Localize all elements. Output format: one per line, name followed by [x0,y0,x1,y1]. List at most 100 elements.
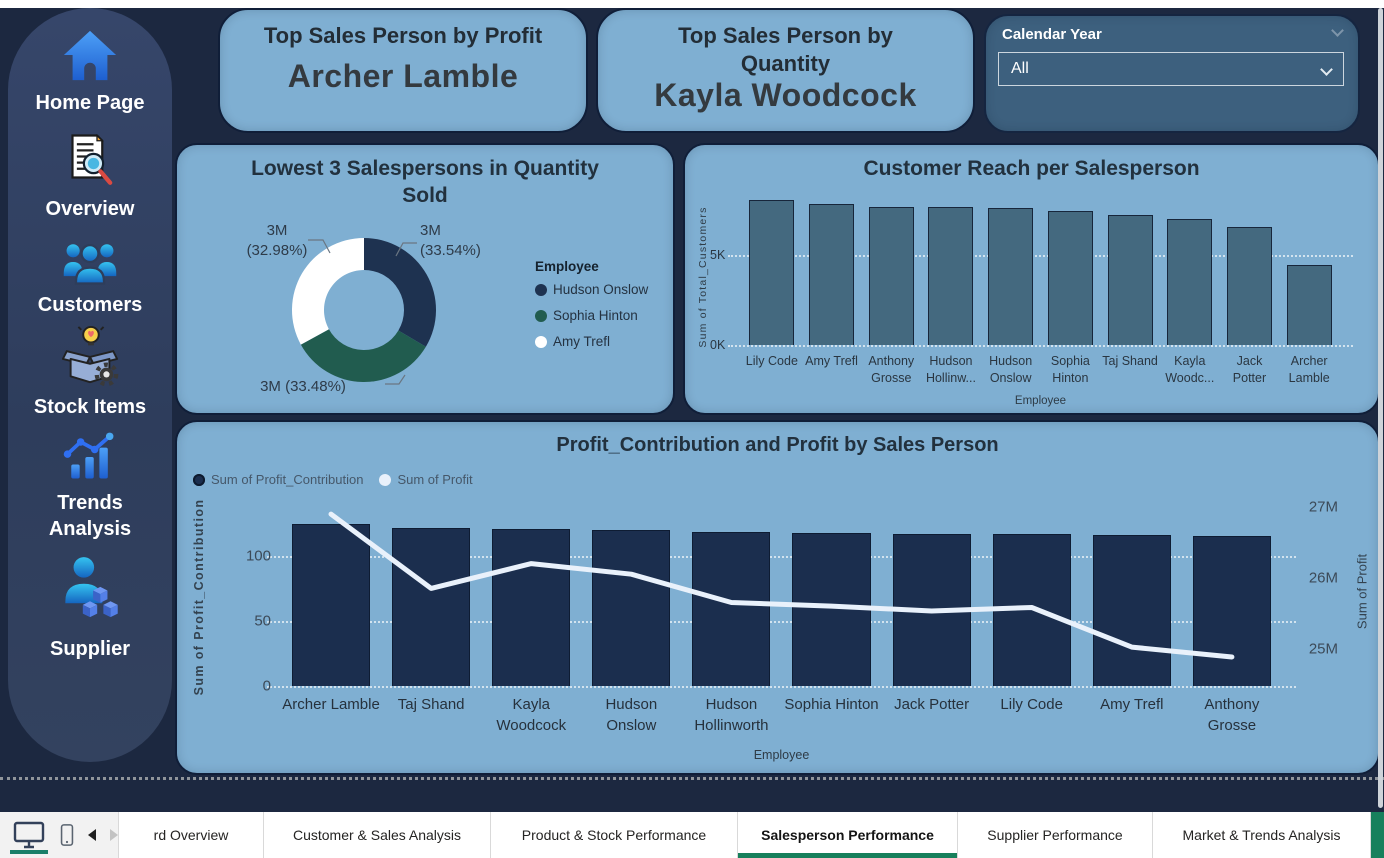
x-category-label: Kayla Woodc... [1165,354,1215,385]
legend-dot [535,283,547,296]
y-tick-label: 0K [710,338,726,352]
bar-lily-code[interactable] [749,199,795,345]
bar-amy-trefl[interactable] [809,204,855,345]
sidebar-item-label: Home Page [35,92,145,114]
bar-anthony-grosse[interactable] [868,206,914,345]
bar-hudson-hollinworth[interactable] [692,531,771,686]
cube [93,586,108,603]
bar-taj-shand[interactable] [392,528,471,686]
donut-slice-amy-trefl[interactable] [291,238,364,345]
x-category-label: Hudson Onslow [989,354,1033,385]
sidebar-item-home-page[interactable]: Home Page [35,26,145,116]
combo-right-axis-label: Sum of Profit [1354,553,1370,630]
tab-product-stock-performance[interactable]: Product & Stock Performance [490,812,737,858]
cube [103,601,118,618]
kpi-title: Top Sales Person by Quantity [678,23,893,76]
vertical-scrollbar[interactable] [1378,8,1383,808]
kpi-title: Top Sales Person by Profit [263,23,543,48]
x-category-label: Amy Trefl [1100,696,1164,713]
reach-plot-area: 0K 5K [710,197,1353,352]
profit-combo-chart-card: Profit_Contribution and Profit by Sales … [175,420,1380,775]
profit-line-series[interactable] [281,507,1282,686]
slicer-label: Calendar Year [1002,26,1102,43]
combo-legend: Sum of Profit_Contribution Sum of Profit [193,472,473,487]
bar-column [1220,197,1280,345]
bar-sophia-hinton[interactable] [1047,211,1093,345]
desktop-monitor-icon [13,821,45,849]
bar-column [1279,197,1339,345]
x-category-label: Lily Code [745,354,798,368]
bar-column [1160,197,1220,345]
x-category-label: Taj Shand [1102,354,1158,368]
bar-hudson-hollinw-[interactable] [928,207,974,345]
chevron-down-icon[interactable] [1331,24,1344,37]
reach-y-axis-label: Sum of Total_Customers [697,206,709,348]
x-category-label: Anthony Grosse [1204,696,1260,734]
customer-reach-chart-card: Customer Reach per Salesperson Sum of To… [683,143,1380,415]
tab-salesperson-performance[interactable]: Salesperson Performance [737,812,957,858]
combo-plot-area: 0 50 100 25M 26M 27M [246,499,1338,695]
legend-item-profit-contribution[interactable]: Sum of Profit_Contribution [193,472,363,487]
combo-chart-title: Profit_Contribution and Profit by Sales … [556,434,999,456]
tab-market-trends-analysis[interactable]: Market & Trends Analysis [1152,812,1370,858]
legend-item-amy-trefl[interactable]: Amy Trefl [535,334,648,349]
bar-kayla-woodc-[interactable] [1167,219,1213,345]
gridline [728,345,1353,347]
sidebar-item-overview[interactable]: Overview [45,130,135,222]
tab-supplier-performance[interactable]: Supplier Performance [957,812,1152,858]
legend-item-sophia-hinton[interactable]: Sophia Hinton [535,308,648,323]
legend-title: Employee [535,259,599,274]
bar-taj-shand[interactable] [1107,214,1153,345]
bar-column [861,197,921,345]
previous-page-arrow[interactable] [88,829,96,841]
donut-callout-amy-trefl: 3M (32.98%) [246,222,308,260]
bar-archer-lamble[interactable] [1286,265,1332,345]
bar-hudson-onslow[interactable] [988,207,1034,345]
next-page-arrow[interactable] [110,829,118,841]
x-category-label: Archer Lamble [282,696,380,713]
page-tab-bar: rd Overview Customer & Sales Analysis Pr… [0,812,1384,858]
x-category-label: Kayla Woodcock [496,696,567,734]
desktop-view-button[interactable] [10,812,48,858]
legend-item-hudson-onslow[interactable]: Hudson Onslow [535,282,648,297]
bar-kayla-woodcock[interactable] [492,529,571,686]
donut-slice-sophia-hinton[interactable] [300,329,426,383]
bar-column [581,507,681,686]
sidebar-item-label: Trends Analysis [48,492,132,540]
x-category-label: Taj Shand [397,696,465,713]
bar-column [1182,507,1282,686]
bar-hudson-onslow[interactable] [592,530,671,686]
combo-x-axis-title: Employee [753,748,810,762]
sidebar-nav: Home Page Overview Customers [8,8,172,762]
x-category-label: Hudson Hollinw... [925,354,976,385]
legend-item-profit[interactable]: Sum of Profit [379,472,473,487]
calendar-year-slicer: Calendar Year All [984,14,1360,133]
donut-chart-title: Lowest 3 Salespersons in Quantity Sold [251,157,599,208]
sidebar-item-stock-items[interactable]: Stock Items [34,324,146,420]
sidebar-item-customers[interactable]: Customers [38,238,142,318]
bar-archer-lamble[interactable] [292,523,371,686]
legend-dot [535,335,547,348]
donut-chart[interactable] [289,235,439,385]
bar-anthony-grosse[interactable] [1192,536,1271,686]
x-category-label: Archer Lamble [1288,354,1330,385]
tab-dashboard-overview[interactable]: rd Overview [118,812,263,858]
sidebar-item-label: Overview [45,198,135,220]
bar-column [1100,197,1160,345]
donut-chart-card: Lowest 3 Salespersons in Quantity Sold 3… [175,143,675,415]
next-tab-edge[interactable] [1370,812,1384,858]
canvas-bottom-dotted-separator [0,777,1384,780]
reach-x-axis-labels: Lily Code Amy Trefl Anthony Grosse Hudson H… [742,353,1339,387]
sidebar-item-trends-analysis[interactable]: Trends Analysis [30,428,150,542]
tab-customer-sales-analysis[interactable]: Customer & Sales Analysis [263,812,490,858]
gridline [728,255,1353,258]
sidebar-item-supplier[interactable]: Supplier [50,554,130,662]
donut-slice-hudson-onslow[interactable] [364,238,437,347]
right-y-tick-label: 27M [1308,498,1338,516]
bar-amy-trefl[interactable] [1092,535,1171,686]
mobile-view-button[interactable] [60,820,74,850]
calendar-year-dropdown[interactable]: All [998,52,1344,86]
left-y-tick-label: 0 [262,677,271,695]
bar-jack-potter[interactable] [1226,226,1272,345]
x-category-label: Jack Potter [894,696,970,713]
